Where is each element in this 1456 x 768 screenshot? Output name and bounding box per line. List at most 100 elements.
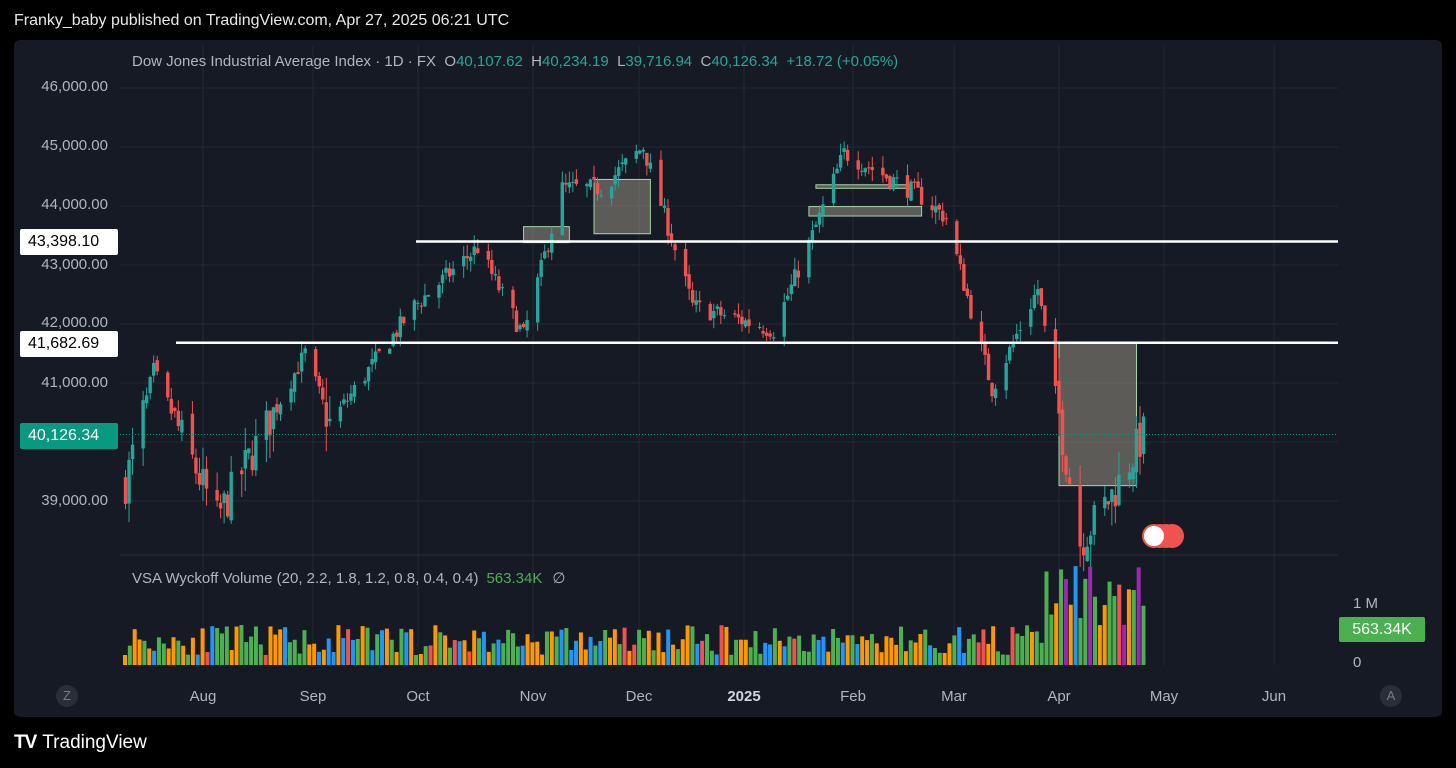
candle-body [867,167,871,169]
volume-bar [152,650,157,665]
candle-body [1141,416,1146,455]
volume-bar [894,644,899,665]
volume-bar [166,648,171,665]
volume-bar [506,629,511,665]
volume-bar [360,626,365,665]
volume-bar [1102,605,1107,665]
candle-body [585,184,589,187]
candle-body [870,167,875,170]
volume-bar [181,645,186,665]
zone-box [593,178,651,235]
volume-legend: VSA Wyckoff Volume (20, 2.2, 1.8, 1.2, 0… [132,569,565,587]
chart-panel[interactable] [14,40,1442,717]
candle-body [1057,380,1061,414]
time-tick: Apr [1047,688,1071,705]
candle-body [687,274,691,289]
price-tick: 43,000.00 [41,256,108,273]
volume-bar [452,640,457,665]
candle-body [511,289,515,309]
candle-body [909,181,913,201]
candle-body [715,306,720,309]
volume-bar [1054,603,1059,665]
candle-body [180,419,184,433]
candle-body [299,352,304,372]
volume-bar [1083,578,1088,665]
candle-body [204,468,209,489]
candle-body [567,182,572,188]
candle-body [645,152,649,166]
candle-body [247,448,251,454]
candle-body [574,179,579,184]
candle-body [317,376,321,387]
volume-axis-top: 1 M [1353,595,1379,612]
volume-bar [423,646,428,665]
volume-bar [724,626,729,665]
time-tick: Jun [1261,688,1287,705]
candle-body [151,362,156,376]
volume-bar [239,625,244,665]
volume-bar [588,636,593,665]
candle-body [1004,363,1008,391]
volume-bar [966,638,971,665]
volume-bar [312,643,317,665]
footer-brand[interactable]: TV TradingView [14,732,147,754]
candle-body [786,295,790,300]
candle-body [666,207,670,236]
price-tick: 45,000.00 [41,137,108,154]
candle-body [148,376,152,394]
volume-bar [574,640,579,665]
candle-body [1039,288,1044,307]
volume-bar [530,642,535,665]
volume-bar [918,634,923,665]
volume-bar [671,644,676,665]
candle-body [493,274,498,276]
candle-body [1060,409,1065,455]
volume-legend-value: 563.34K [486,570,543,587]
volume-bar [258,644,263,665]
volume-bar [772,628,777,665]
volume-bar [127,645,132,665]
volume-bar [690,626,695,665]
candle-body [1138,422,1142,457]
candle-body [141,400,145,449]
volume-bar [156,637,161,665]
volume-bar [389,639,394,665]
candle-body [845,149,850,161]
volume-bar [190,637,195,665]
candle-body [571,182,575,184]
volume-bar [578,632,583,665]
volume-bar [297,653,302,665]
candle-body [514,310,519,332]
candle-body [821,204,825,216]
volume-bar [777,640,782,665]
auto-scale-button[interactable]: A [1380,685,1402,707]
volume-bar [438,632,443,665]
volume-bar [559,629,564,665]
volume-bar [1020,635,1025,665]
candle-body [669,233,674,243]
candle-body [757,327,762,329]
candle-body [838,155,843,168]
candle-body [328,418,332,422]
zoom-button[interactable]: Z [56,685,78,707]
candle-body [423,295,427,307]
level-lines [120,240,1338,436]
candle-body [166,372,170,398]
candle-body [934,206,938,213]
volume-bar [835,637,840,665]
candle-body [342,399,346,404]
volume-bar [792,638,797,665]
volume-bar [253,626,258,665]
candle-body [944,218,948,220]
candle-body [465,256,469,259]
candle-body [1043,305,1047,326]
volume-bar [651,650,656,665]
candle-body [472,246,476,256]
publish-header: Franky_baby published on TradingView.com… [0,0,1456,40]
zone-box [808,206,923,217]
time-tick: 2025 [727,688,761,705]
volume-bar [845,635,850,665]
volume-bar [457,641,462,665]
volume-bar [622,627,627,665]
